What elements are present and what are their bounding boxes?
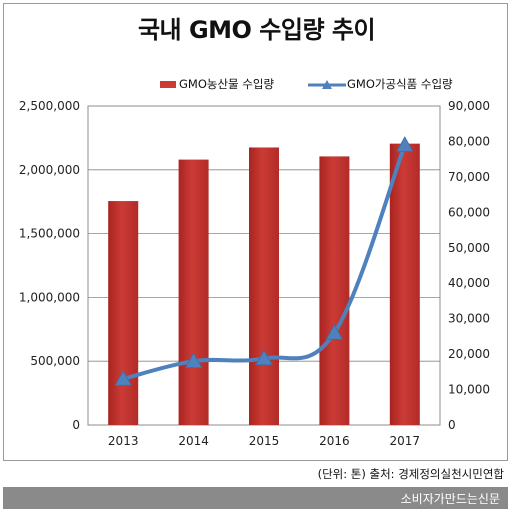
y-right-tick-label: 20,000 [448, 347, 490, 361]
y-right-tick-label: 40,000 [448, 276, 490, 290]
x-tick-label: 2013 [108, 434, 139, 448]
legend-bar-label: GMO농산물 수입량 [179, 77, 275, 91]
x-tick-label: 2017 [390, 434, 421, 448]
y-right-tick-label: 70,000 [448, 170, 490, 184]
x-tick-label: 2014 [178, 434, 209, 448]
line-series [122, 144, 407, 381]
bar [108, 201, 139, 425]
x-tick-label: 2015 [249, 434, 280, 448]
line-point [114, 370, 132, 386]
chart-title: 국내 GMO 수입량 추이 [137, 16, 376, 44]
bar [389, 143, 420, 425]
y-right-tick-label: 30,000 [448, 312, 490, 326]
y-left-tick-label: 0 [72, 418, 80, 432]
legend-line-swatch [308, 79, 346, 89]
y-left-tick-label: 1,000,000 [19, 290, 80, 304]
y-left-tick-label: 2,500,000 [19, 99, 80, 113]
y-left-tick-label: 2,000,000 [19, 163, 80, 177]
chart-frame [3, 3, 508, 461]
legend-item-line: GMO가공식품 수입량 [308, 75, 453, 93]
source-note: (단위: 톤) 출처: 경제정의실천시민연합 [317, 467, 504, 481]
y-right-tick-label: 50,000 [448, 241, 490, 255]
y-right-tick-label: 80,000 [448, 134, 490, 148]
y-right-tick-label: 90,000 [448, 99, 490, 113]
line-point [184, 352, 203, 369]
y-left-tick-label: 1,500,000 [19, 227, 80, 241]
legend-line-label: GMO가공식품 수입량 [347, 77, 453, 91]
bar [249, 147, 279, 425]
footer-bar: 소비자가만드는신문 [3, 487, 508, 509]
line-point [255, 349, 273, 366]
line-point [325, 324, 344, 340]
line-point [396, 136, 414, 152]
footer-brand: 소비자가만드는신문 [400, 492, 500, 506]
bar [319, 156, 350, 426]
y-right-tick-label: 10,000 [448, 383, 490, 397]
legend-bar-swatch [160, 81, 176, 88]
x-tick-label: 2016 [319, 434, 350, 448]
y-right-tick-label: 0 [448, 418, 456, 432]
legend-item-bar: GMO농산물 수입량 [160, 75, 274, 93]
y-left-tick-label: 500,000 [30, 354, 80, 368]
bar [178, 159, 209, 426]
y-right-tick-label: 60,000 [448, 205, 490, 219]
